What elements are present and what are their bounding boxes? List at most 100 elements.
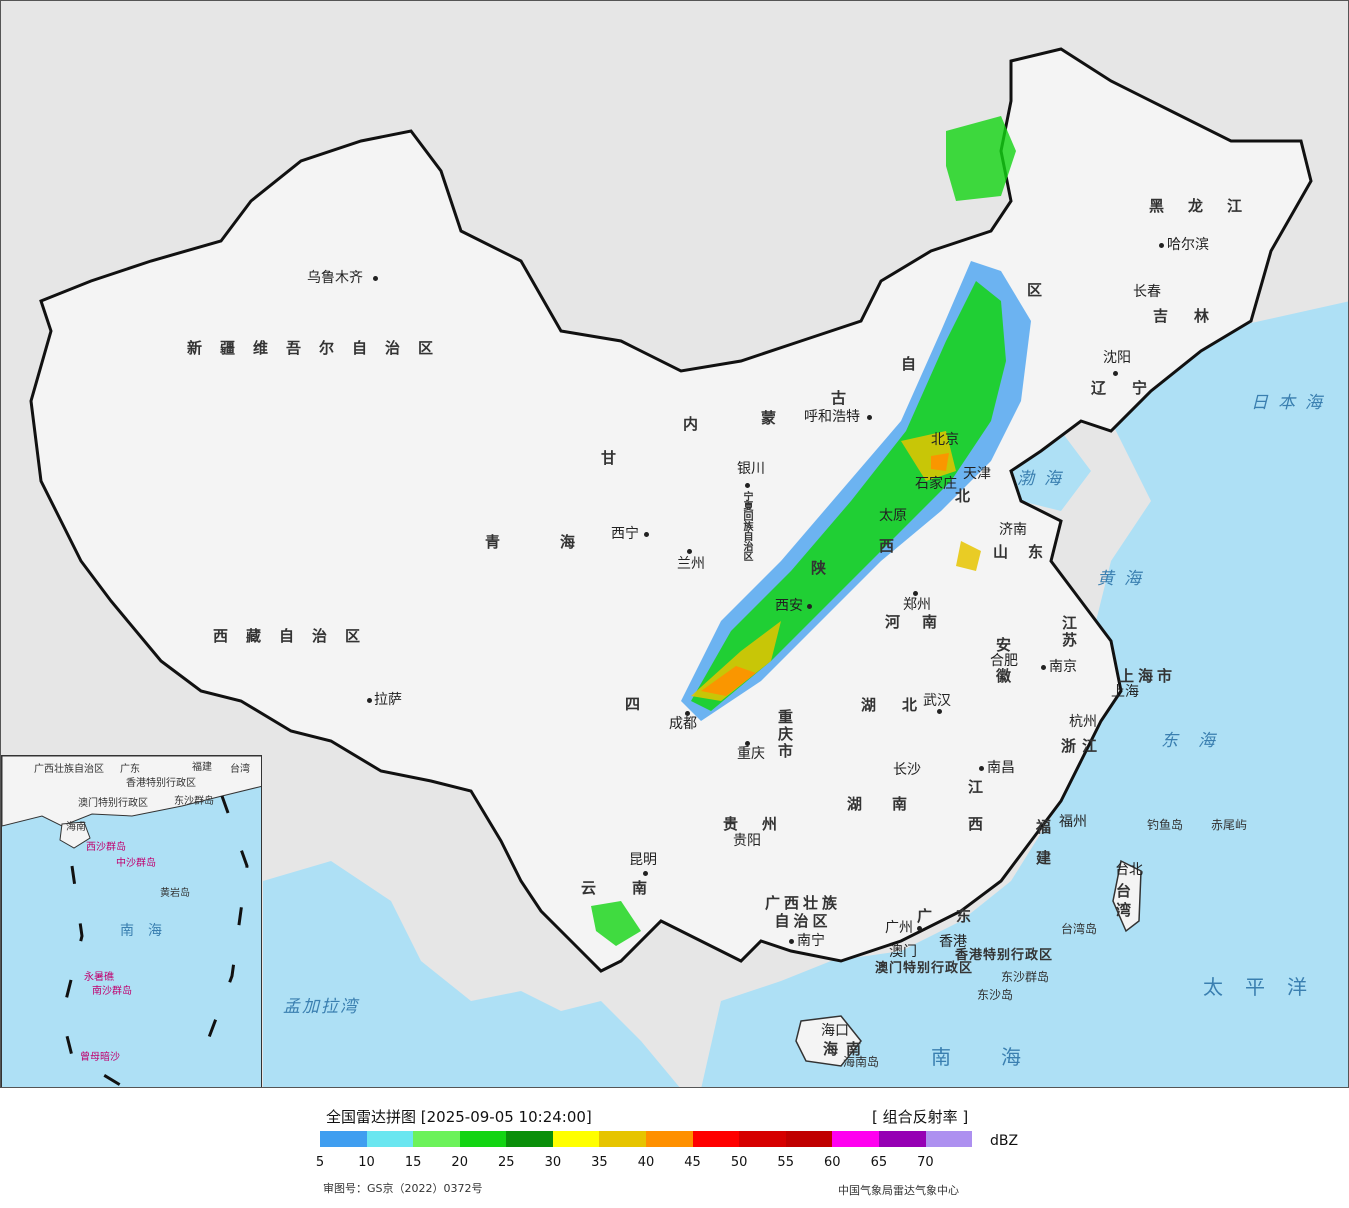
island-dongsha-islands: 东沙群岛 [1001,970,1050,984]
inset-zhongsha: 中沙群岛 [116,858,156,869]
city-dot [1159,243,1164,248]
city-macau: 澳门 [889,944,917,960]
prov-jiangsu: 江苏 [1060,615,1078,649]
city-jinan: 济南 [999,522,1027,538]
color-scale-tick: 15 [404,1155,422,1170]
prov-ningxia: 宁夏回族自治区 [741,491,752,561]
inset-land [2,756,261,827]
radar-echo [591,116,1031,946]
city-dot [979,766,984,771]
prov-hebei: 北 [955,487,989,505]
city-changsha: 长沙 [893,762,921,778]
color-scale-tick: 55 [777,1155,794,1170]
echo-band-mid [691,281,1006,711]
city-chengdu: 成都 [669,716,697,732]
prov-neimenggu-2: 蒙 [761,409,795,427]
city-guangzhou: 广州 [885,920,913,936]
inset-xisha: 西沙群岛 [86,842,126,853]
city-dot [367,698,372,703]
prov-henan: 河南 [885,613,960,631]
prov-xinjiang: 新疆维吾尔自治区 [187,339,452,357]
inset-nansha: 南沙群岛 [92,986,132,997]
city-dot [373,276,378,281]
prov-jilin: 吉林 [1153,307,1236,325]
inset-hainan [59,821,91,849]
prov-zhejiang: 浙江 [1061,737,1104,755]
prov-neimenggu-5: 区 [1027,281,1061,299]
south-china-sea-inset: 广西壮族自治区 广东 福建 台湾 香港特别行政区 澳门特别行政区 东沙群岛 海南… [1,755,262,1087]
echo-band-high [691,431,981,701]
color-swatch [692,1131,740,1147]
color-swatch [925,1131,973,1147]
color-swatch [413,1131,460,1147]
inset-huangyan: 黄岩岛 [160,888,190,899]
inset-hk: 香港特别行政区 [126,778,196,789]
city-dot [745,741,750,746]
inset-guangdong: 广东 [120,764,140,775]
city-shenyang: 沈阳 [1103,350,1131,366]
city-hangzhou: 杭州 [1069,714,1097,730]
island-dongsha: 东沙岛 [977,988,1014,1002]
inset-dongsha: 东沙群岛 [174,796,214,807]
city-beijing: 北京 [931,432,959,448]
legend-product: [ 组合反射率 ] [872,1108,969,1126]
color-swatch [832,1131,879,1147]
inset-nanhai: 南海 [120,923,176,939]
echo-northeast [946,116,1016,201]
ocean-east [701,301,1348,1087]
sea-japan: 日本海 [1251,393,1332,413]
city-dot [687,549,692,554]
map-approval-number: 审图号：GS京（2022）0372号 [323,1182,483,1195]
city-dot [1113,371,1118,376]
inset-yongshu: 永暑礁 [84,972,114,983]
city-changchun: 长春 [1133,284,1161,300]
city-dot [937,709,942,714]
inset-guangxi: 广西壮族自治区 [34,764,104,775]
color-swatch [459,1131,507,1147]
city-fuzhou: 福州 [1059,814,1087,830]
city-tianjin: 天津 [963,466,991,482]
inset-macau: 澳门特别行政区 [78,798,148,809]
prov-shanxi: 西 [879,537,913,555]
color-scale-ticks: 5 10 15 20 25 30 35 40 45 50 55 60 65 70 [316,1155,1020,1173]
color-scale-tick: 20 [451,1155,468,1170]
prov-hunan: 湖南 [847,795,938,813]
inset-dashed-line [60,795,249,1087]
prov-macau-sar: 澳门特别行政区 [875,961,974,976]
echo-southwest [591,901,641,946]
prov-qinghai: 青海 [485,533,636,551]
prov-hk-sar: 香港特别行政区 [955,948,1054,963]
city-yinchuan: 银川 [737,461,765,477]
city-taipei: 台北 [1115,862,1143,878]
city-nanning: 南宁 [797,933,825,949]
color-scale-bar [320,1131,973,1147]
sea-yellow: 黄海 [1097,569,1151,589]
inset-fujian: 福建 [192,762,212,773]
city-dot [867,415,872,420]
color-swatch [785,1131,833,1147]
city-haikou: 海口 [821,1023,849,1039]
prov-anhui: 安徽 [994,637,1012,699]
prov-yunnan: 云南 [581,879,684,897]
taiwan-island-shape [1112,859,1142,933]
legend-unit: dBZ [990,1133,1019,1149]
city-chongqing: 重庆 [737,746,765,762]
sea-south: 南海 [931,1045,1071,1069]
island-chiwei: 赤尾屿 [1211,818,1248,832]
city-hefei: 合肥 [990,653,1018,669]
prov-gansu: 甘 [601,449,635,467]
color-swatch [366,1131,414,1147]
prov-hubei: 湖北 [861,696,944,714]
sea-bohai: 渤海 [1017,469,1071,489]
city-nanjing: 南京 [1049,659,1077,675]
island-diaoyu: 钓鱼岛 [1147,818,1184,832]
island-taiwan: 台湾岛 [1061,922,1098,936]
city-lhasa: 拉萨 [374,692,402,708]
prov-hainan: 海南 [823,1040,870,1058]
city-urumqi: 乌鲁木齐 [307,270,363,286]
color-swatch [552,1131,600,1147]
prov-guangdong: 广东 [917,907,996,925]
color-scale-tick: 30 [544,1155,562,1170]
city-shijiazhuang: 石家庄 [915,476,957,492]
prov-neimenggu-3: 古 [831,389,865,407]
